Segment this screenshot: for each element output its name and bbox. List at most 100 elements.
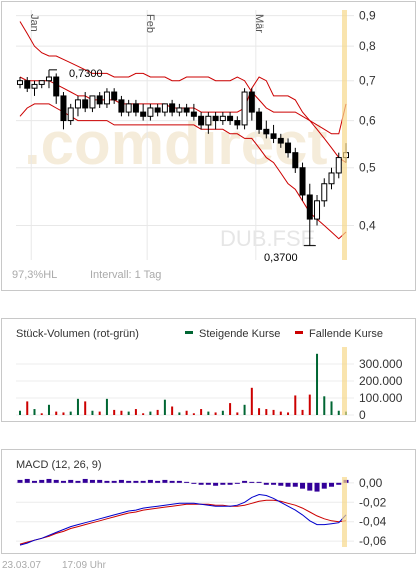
volume-bar xyxy=(69,411,72,415)
macd-histogram-bar xyxy=(75,480,81,483)
volume-bar xyxy=(192,413,195,415)
macd-histogram-bar xyxy=(292,482,298,487)
macd-histogram-bar xyxy=(314,482,320,492)
candle-body xyxy=(183,107,190,113)
volume-bar xyxy=(200,409,203,415)
volume-bar xyxy=(214,412,217,415)
macd-histogram-bar xyxy=(147,479,153,483)
candle-body xyxy=(227,115,234,122)
price-ytick-label: 0,8 xyxy=(359,39,376,53)
volume-bar xyxy=(142,413,145,415)
volume-bar xyxy=(98,411,101,415)
footer-time: 17:09 Uhr xyxy=(62,560,106,571)
candle-body xyxy=(45,76,52,82)
candle-body xyxy=(111,91,118,101)
volume-bar xyxy=(47,404,50,415)
macd-histogram-bar xyxy=(184,481,190,483)
candle-body xyxy=(53,76,60,97)
volume-bar xyxy=(308,394,311,415)
candle-body xyxy=(321,183,328,202)
volume-bar xyxy=(163,399,166,415)
macd-histogram-bar xyxy=(104,480,110,483)
price-chart-panel: .comdirect DUB.FSE 0,9 0,8 0,7 0,6 0,5 0,4 Ja… xyxy=(1,1,416,291)
candle-body xyxy=(219,115,226,122)
macd-histogram-bar xyxy=(46,478,52,483)
macd-histogram-bar xyxy=(133,480,139,483)
volume-bar xyxy=(323,396,326,415)
candle-body xyxy=(190,111,197,117)
macd-histogram-bar xyxy=(89,479,95,483)
macd-histogram-bar xyxy=(155,480,161,483)
volume-bar xyxy=(33,409,36,415)
volume-bar xyxy=(55,411,58,415)
candle-body xyxy=(96,95,103,105)
macd-histogram-bar xyxy=(249,481,255,483)
volume-bar xyxy=(221,410,224,415)
volume-bar xyxy=(330,401,333,415)
candle-body xyxy=(292,152,299,169)
candle-body xyxy=(38,80,45,85)
candle-body xyxy=(256,111,263,130)
macd-histogram-bar xyxy=(263,482,269,485)
volume-bar xyxy=(84,401,87,415)
macd-histogram-bar xyxy=(31,480,37,483)
macd-ytick-label: 0,00 xyxy=(359,476,383,490)
macd-histogram-bar xyxy=(336,482,342,485)
macd-histogram-bar xyxy=(97,479,103,483)
macd-histogram-bar xyxy=(329,482,335,487)
volume-bar xyxy=(236,412,239,415)
volume-bar xyxy=(265,409,268,415)
volume-ytick-label: 100.000 xyxy=(359,391,403,405)
volume-bar xyxy=(40,413,43,415)
macd-current-day-highlight xyxy=(342,477,347,547)
legend-up-label: Steigende Kurse xyxy=(199,328,280,340)
volume-bar xyxy=(149,411,152,415)
volume-bar xyxy=(258,408,261,415)
candle-body xyxy=(241,91,248,126)
volume-title: Stück-Volumen (rot-grün) xyxy=(16,328,139,340)
volume-bar xyxy=(62,412,65,415)
volume-bar xyxy=(250,387,253,415)
macd-ytick-label: -0,04 xyxy=(359,515,387,529)
macd-histogram-bar xyxy=(162,479,168,483)
candle-body xyxy=(299,167,306,196)
macd-histogram-bar xyxy=(198,482,204,485)
candle-body xyxy=(212,115,219,122)
candle-body xyxy=(147,107,154,117)
price-ytick-label: 0,5 xyxy=(359,161,376,175)
candle-body xyxy=(89,95,96,109)
macd-histogram-bar xyxy=(53,479,59,483)
macd-histogram-bar xyxy=(271,482,277,485)
month-label: Jan xyxy=(28,14,40,32)
volume-ytick-label: 0 xyxy=(359,408,366,421)
volume-bar xyxy=(156,409,159,415)
macd-histogram-bar xyxy=(307,482,313,491)
candle-body xyxy=(132,103,139,113)
macd-panel: MACD (12, 26, 9) 0,00 -0,02 -0,04 -0,06 xyxy=(1,449,416,554)
macd-histogram-bar xyxy=(321,482,327,489)
volume-bar xyxy=(178,412,181,415)
volume-bar xyxy=(113,409,116,415)
interval-label: Intervall: 1 Tag xyxy=(90,269,161,281)
volume-bar xyxy=(26,401,29,415)
volume-bar xyxy=(19,410,21,415)
candle-body xyxy=(285,142,292,154)
candle-body xyxy=(31,83,38,89)
macd-histogram-bar xyxy=(234,482,240,484)
macd-histogram-bar xyxy=(213,482,219,486)
candle-body xyxy=(82,99,89,109)
macd-histogram-bar xyxy=(285,482,291,487)
month-label: Feb xyxy=(144,14,156,33)
volume-bar xyxy=(76,398,79,415)
macd-histogram-bar xyxy=(118,479,124,483)
volume-bar xyxy=(120,410,123,415)
volume-bar xyxy=(185,410,188,415)
volume-ytick-label: 200.000 xyxy=(359,374,403,388)
macd-histogram-bar xyxy=(220,482,226,485)
candle-body xyxy=(263,128,270,135)
macd-histogram-bar xyxy=(278,482,284,486)
volume-bar xyxy=(243,404,246,415)
candle-body xyxy=(103,91,110,105)
candle-body xyxy=(328,172,335,185)
macd-histogram-bar xyxy=(17,479,23,483)
